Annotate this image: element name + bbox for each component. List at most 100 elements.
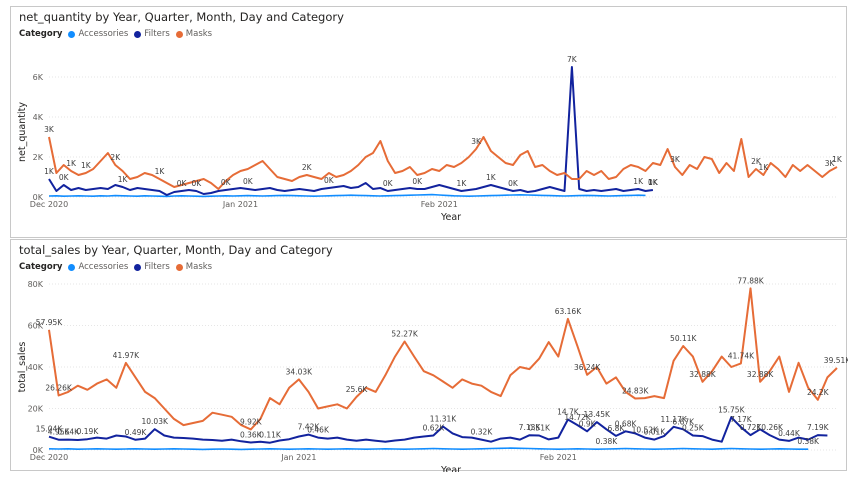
x-axis-title: Year: [440, 212, 461, 223]
legend-dot-filters: [134, 30, 142, 38]
legend-item-filters[interactable]: Filters: [134, 29, 170, 39]
data-label: 7.42K: [298, 423, 321, 432]
legend-dot-masks: [175, 30, 183, 38]
data-label: 15.75K: [718, 405, 745, 414]
data-label: 6.8K: [608, 424, 626, 433]
data-label: 25.6K: [346, 385, 369, 394]
data-label: 0.64K: [57, 428, 80, 437]
legend-dot-accessories: [68, 30, 76, 38]
y-tick-label: 6K: [33, 73, 44, 82]
data-label: 57.95K: [36, 318, 63, 327]
series-line-accessories: [48, 447, 809, 451]
data-label: 36.24K: [574, 363, 601, 372]
x-tick-label: Dec 2020: [30, 200, 68, 209]
data-label: 7.17K: [730, 415, 753, 424]
data-label: 77.88K: [737, 276, 764, 285]
y-axis-title: net_quantity: [17, 102, 28, 162]
legend-label: Filters: [144, 29, 170, 39]
data-label: 32.88K: [689, 370, 716, 379]
data-label: 9.92K: [240, 417, 263, 426]
legend-item-masks[interactable]: Masks: [175, 29, 212, 39]
data-label: 1K: [633, 177, 644, 186]
data-label: 4.95K: [48, 428, 71, 437]
data-label: 11.17K: [660, 415, 687, 424]
data-label: 0K: [243, 177, 254, 186]
data-label: 1K: [66, 159, 77, 168]
data-label: 0.38K: [596, 437, 619, 446]
legend-label: Accessories: [78, 29, 129, 39]
x-tick-label: Dec 2020: [30, 453, 68, 462]
chart-title: total_sales by Year, Quarter, Month, Day…: [19, 243, 333, 257]
legend-title: Category: [19, 262, 63, 272]
legend-title: Category: [19, 29, 63, 39]
data-label: 50.11K: [670, 334, 697, 343]
x-tick-label: Jan 2021: [222, 200, 258, 209]
data-label: 1K: [486, 173, 497, 182]
y-tick-label: 2K: [33, 153, 44, 162]
data-label: 13.45K: [584, 410, 611, 419]
legend-label: Filters: [144, 262, 170, 272]
total-sales-chart-panel[interactable]: total_sales by Year, Quarter, Month, Day…: [10, 239, 848, 472]
data-label: 0K: [221, 178, 232, 187]
data-label: 1K: [155, 167, 166, 176]
data-label: 1K: [118, 175, 129, 184]
data-label: 0K: [59, 173, 70, 182]
y-axis-title: total_sales: [17, 342, 28, 393]
data-label: 2K: [110, 153, 121, 162]
data-label: 10.26K: [757, 423, 784, 432]
legend-item-accessories[interactable]: Accessories: [68, 29, 128, 39]
data-label: 32.88K: [747, 370, 774, 379]
legend-item-filters[interactable]: Filters: [134, 262, 170, 272]
data-label: 14.7K: [557, 407, 580, 416]
data-label: 41.74K: [728, 351, 755, 360]
chart-title: net_quantity by Year, Quarter, Month, Da…: [19, 10, 344, 24]
data-label: 0.11K: [259, 431, 282, 440]
data-label: 1K: [457, 179, 468, 188]
data-label: 0K: [177, 179, 188, 188]
data-label: 1K: [81, 161, 92, 170]
data-label: 0.36K: [240, 431, 263, 440]
data-label: 0K: [324, 176, 335, 185]
data-label: 0.44K: [778, 429, 801, 438]
data-label: 0.51K: [528, 423, 551, 432]
data-label: 3K: [471, 137, 482, 146]
data-label: 1K: [759, 163, 770, 172]
data-label: 1K: [832, 155, 843, 164]
series-line-masks: [48, 136, 838, 190]
data-label: 0K: [508, 179, 519, 188]
legend-dot-masks: [175, 263, 183, 271]
data-label: 26.26K: [45, 384, 72, 393]
data-label: 0K: [383, 179, 394, 188]
y-tick-label: 0K: [33, 193, 44, 202]
data-label: 15.04K: [36, 425, 63, 434]
series-line-masks: [48, 287, 838, 431]
data-label: 0K: [191, 179, 202, 188]
legend-item-accessories[interactable]: Accessories: [68, 262, 128, 272]
data-label: 10.52K: [632, 426, 659, 435]
y-tick-label: 4K: [33, 113, 44, 122]
legend-dot-filters: [134, 263, 142, 271]
legend-label: Masks: [185, 262, 213, 272]
total-sales-line-chart[interactable]: 0K 20K 40K 60K 80K Dec 2020 Jan 2021 Feb 2021 Ye…: [11, 240, 848, 472]
x-tick-label: Feb 2021: [421, 200, 458, 209]
x-axis-title: Year: [440, 465, 461, 472]
data-label: 7K: [567, 55, 578, 64]
net-quantity-line-chart[interactable]: 0K 2K 4K 6K Dec 2020 Jan 2021 Feb 2021 Year net_…: [11, 7, 848, 239]
net-quantity-chart-panel[interactable]: net_quantity by Year, Quarter, Month, Da…: [10, 6, 847, 238]
y-tick-label: 60K: [28, 322, 44, 331]
data-label: 39.51K: [824, 356, 848, 365]
data-label: 0.62K: [423, 423, 446, 432]
data-label: 52.27K: [391, 330, 418, 339]
data-label: 24.83K: [622, 386, 649, 395]
data-label: 0.49K: [125, 428, 148, 437]
data-label: 7.19K: [807, 423, 830, 432]
data-label: 10.03K: [142, 417, 169, 426]
data-label: 0.38K: [797, 437, 820, 446]
data-label: 1K: [44, 167, 55, 176]
series-line-filters: [48, 66, 654, 196]
data-label: 11.31K: [430, 415, 457, 424]
legend-item-masks[interactable]: Masks: [175, 262, 213, 272]
y-tick-label: 80K: [28, 280, 44, 289]
y-tick-label: 40K: [28, 363, 44, 372]
data-label: 3K: [670, 155, 681, 164]
